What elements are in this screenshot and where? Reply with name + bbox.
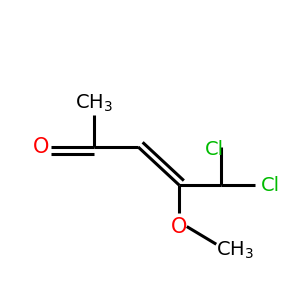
Text: Cl: Cl bbox=[260, 176, 280, 195]
Text: O: O bbox=[171, 217, 188, 237]
Text: CH$_3$: CH$_3$ bbox=[75, 92, 113, 113]
Text: CH$_3$: CH$_3$ bbox=[216, 239, 254, 261]
Text: Cl: Cl bbox=[205, 140, 224, 159]
Text: O: O bbox=[33, 137, 49, 157]
